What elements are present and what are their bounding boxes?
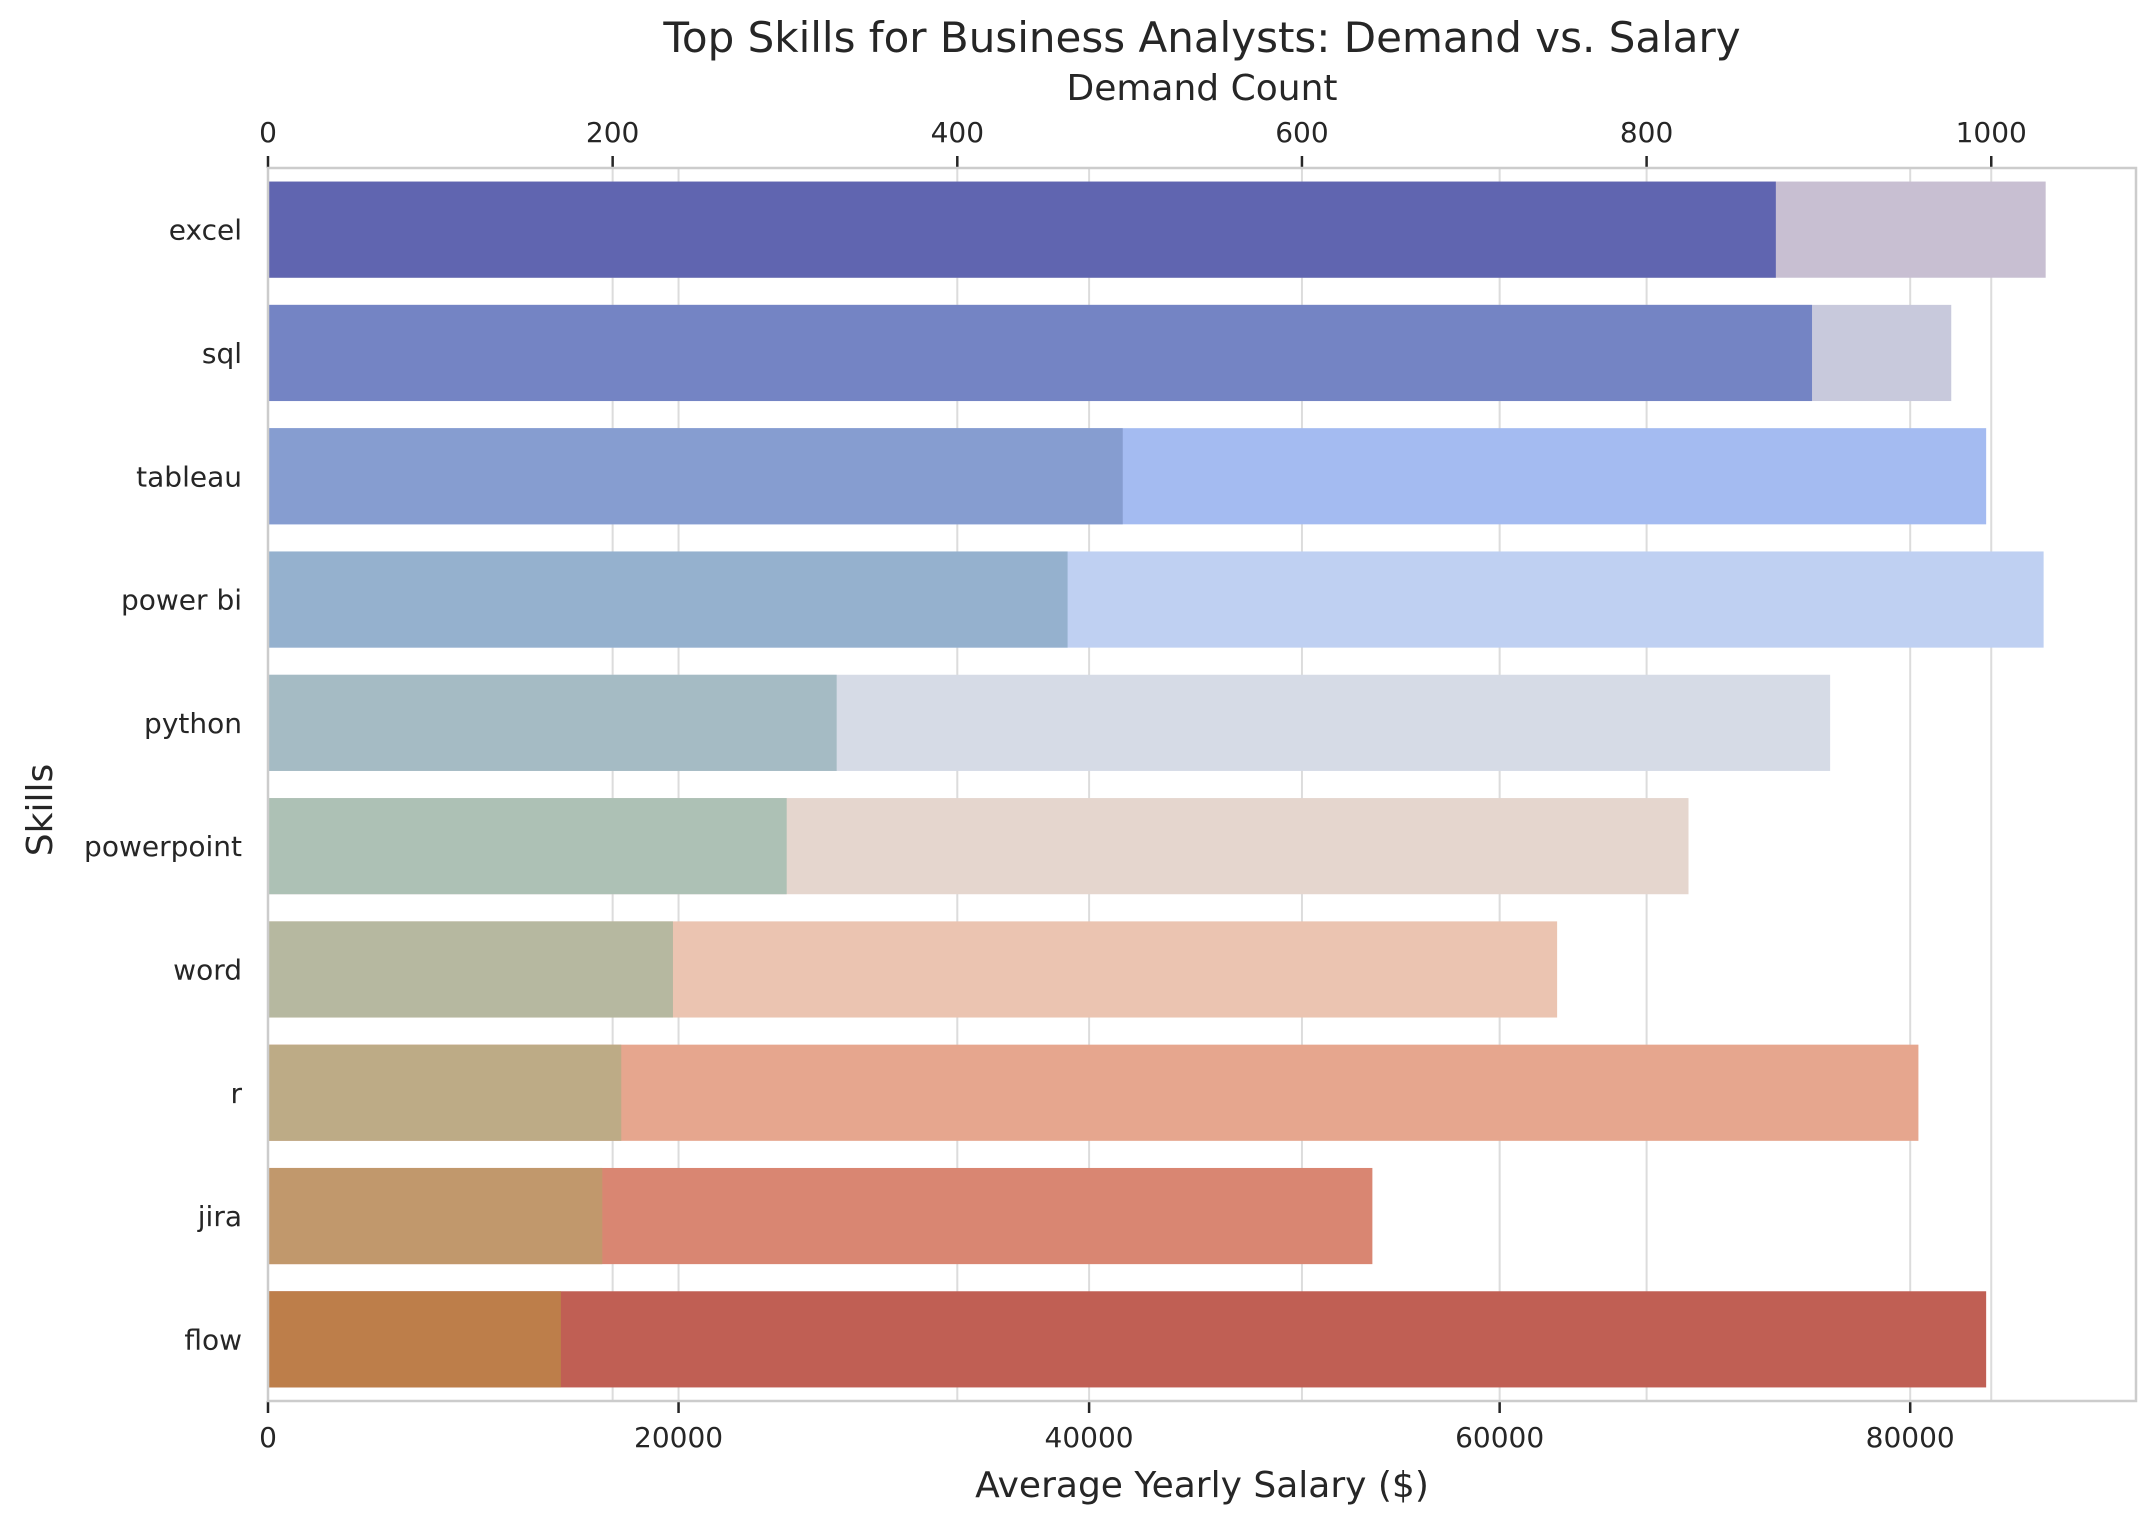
category-label: flow	[184, 1323, 242, 1356]
bottom-tick-label: 80000	[1866, 1421, 1955, 1454]
demand-bar	[268, 921, 673, 1018]
bottom-tick-label: 40000	[1045, 1421, 1134, 1454]
demand-bar	[268, 798, 787, 895]
top-tick-label: 0	[259, 116, 277, 149]
demand-bar	[268, 1291, 561, 1388]
demand-bar	[268, 551, 1068, 648]
category-label: sql	[202, 337, 242, 370]
chart-title: Top Skills for Business Analysts: Demand…	[662, 13, 1740, 62]
category-label: tableau	[136, 460, 242, 493]
bottom-axis-label: Average Yearly Salary ($)	[975, 1465, 1429, 1506]
top-axis-label: Demand Count	[1066, 68, 1337, 109]
bottom-tick-label: 0	[259, 1421, 277, 1454]
top-tick-label: 200	[586, 116, 639, 149]
top-tick-label: 400	[931, 116, 984, 149]
ticks-layer: excel sql tableau power bi python powerpoint w…	[84, 116, 2027, 1454]
category-label: word	[173, 953, 242, 986]
bars-layer	[268, 181, 2046, 1388]
demand-bar	[268, 304, 1813, 402]
demand-bar	[268, 674, 837, 771]
demand-bar	[268, 1044, 622, 1141]
category-label: r	[230, 1077, 242, 1110]
demand-bar	[268, 1167, 603, 1265]
bottom-tick-label: 60000	[1455, 1421, 1544, 1454]
category-label: powerpoint	[84, 830, 242, 863]
plot-frame	[266, 166, 2138, 1403]
category-label: python	[144, 707, 242, 740]
category-label: excel	[169, 214, 242, 247]
category-label: power bi	[121, 584, 242, 617]
top-tick-label: 800	[1620, 116, 1673, 149]
bottom-tick-label: 20000	[634, 1421, 723, 1454]
demand-bar	[268, 428, 1123, 525]
category-label: jira	[197, 1200, 242, 1233]
y-axis-label: Skills	[20, 764, 61, 856]
top-tick-label: 600	[1275, 116, 1328, 149]
top-tick-label: 1000	[1956, 116, 2027, 149]
demand-bar	[268, 181, 1776, 278]
